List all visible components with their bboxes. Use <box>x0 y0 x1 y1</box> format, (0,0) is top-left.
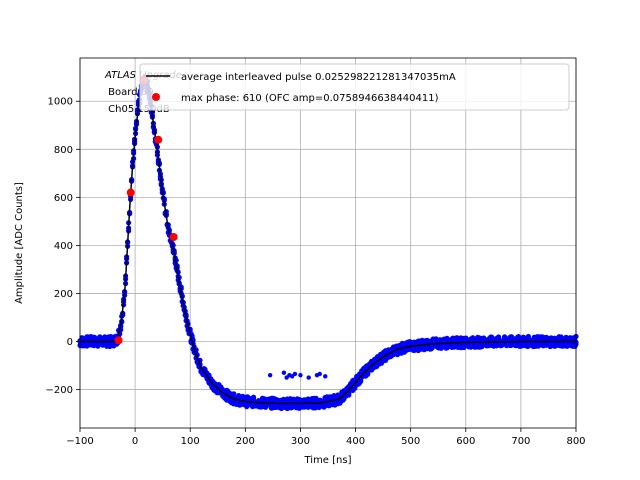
max-phase-point <box>169 232 178 241</box>
x-tick-label: 300 <box>291 436 310 447</box>
average-pulse-line <box>80 79 576 405</box>
x-tick-label: 500 <box>401 436 420 447</box>
max-phase-point <box>126 188 135 197</box>
legend-entry-max-phase: max phase: 610 (OFC amp=0.07589466384404… <box>181 93 439 104</box>
outlier-point <box>323 374 328 379</box>
legend-marker-swatch <box>152 93 160 101</box>
outlier-point <box>298 372 303 378</box>
outlier-points <box>267 370 328 380</box>
sample-point <box>251 394 257 400</box>
outlier-point <box>306 375 311 380</box>
y-tick-label: 0 <box>67 337 73 348</box>
x-tick-label: 700 <box>511 436 530 447</box>
outlier-point <box>292 371 298 377</box>
max-phase-point <box>154 135 163 144</box>
y-tick-label: 600 <box>54 193 73 204</box>
x-axis-label: Time [ns] <box>303 455 351 466</box>
x-tick-label: 200 <box>236 436 255 447</box>
annotation-line-board: Board 50 <box>105 87 153 98</box>
y-tick-label: 400 <box>54 241 73 252</box>
x-tick-label: 100 <box>181 436 200 447</box>
outlier-point <box>317 371 322 377</box>
axes-frame <box>79 57 577 429</box>
legend: average interleaved pulse 0.025298221281… <box>139 63 570 111</box>
y-axis-label: Amplitude [ADC Counts] <box>14 182 25 304</box>
sample-point <box>543 342 549 348</box>
sample-point <box>231 391 237 397</box>
max-phase-point <box>114 336 123 345</box>
y-tick-label: 1000 <box>48 97 73 108</box>
x-tick-label: 600 <box>456 436 475 447</box>
x-tick-label: 800 <box>566 436 585 447</box>
outlier-point <box>281 370 287 375</box>
annotation-line-channel: Ch05 150dB <box>105 104 170 115</box>
y-tick-label: −200 <box>46 385 73 396</box>
y-tick-label: 800 <box>54 145 73 156</box>
x-tick-label: 400 <box>346 436 365 447</box>
legend-entry-average: average interleaved pulse 0.025298221281… <box>181 72 456 83</box>
legend-frame <box>139 63 570 111</box>
outlier-point <box>267 372 273 378</box>
y-tick-label: 200 <box>54 289 73 300</box>
x-tick-label: −100 <box>66 436 93 447</box>
plot-area <box>77 74 579 412</box>
x-tick-label: 0 <box>132 436 138 447</box>
ticks: −100 0 100 200 300 400 500 600 700 800 −200 0 200 400… <box>46 97 586 447</box>
